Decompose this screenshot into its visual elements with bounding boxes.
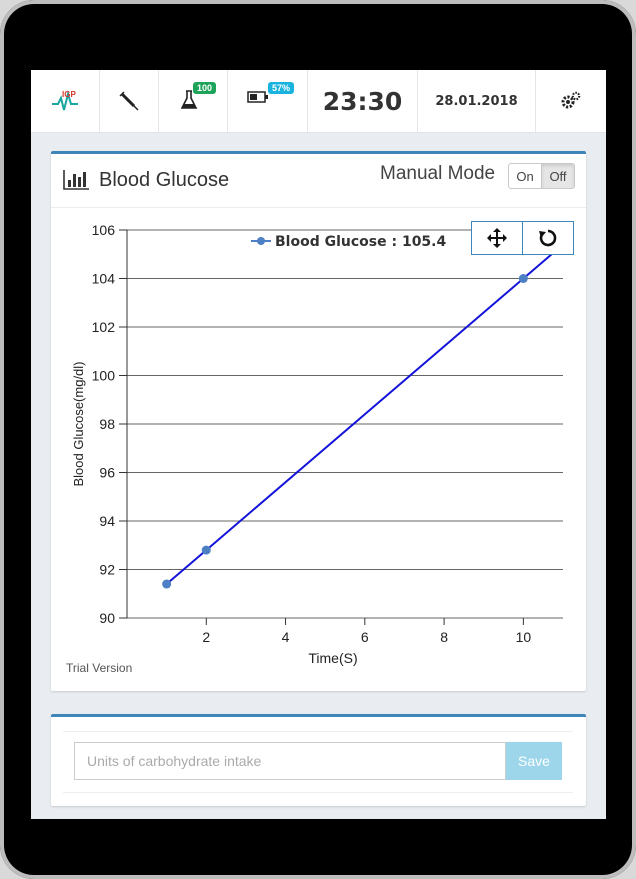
x-tick-label: 8 [440,629,448,645]
data-point [162,579,172,589]
y-tick-label: 92 [99,562,115,578]
trial-version-label: Trial Version [66,661,133,675]
x-axis-label: Time(S) [308,650,357,666]
current-time: 23:30 [322,86,403,116]
blood-glucose-chart: 90 92 94 96 98 100 102 104 106 2 4 6 8 10 Time(S) Blood… [71,222,564,666]
vial-icon [180,90,198,109]
legend-label: Blood Glucose : 105.4 [275,234,446,250]
y-tick-label: 96 [99,465,115,481]
y-tick-label: 94 [99,513,115,529]
y-axis-label: Blood Glucose(mg/dl) [71,362,86,487]
logo-icon: IGP [52,90,78,111]
battery-icon [247,91,268,103]
x-tick-label: 6 [361,629,369,645]
app-screen: IGP 100 [31,70,606,819]
current-date: 28.01.2018 [435,93,518,109]
carb-form: Save [63,731,573,793]
vial-badge: 100 [193,82,217,94]
vial-button[interactable]: 100 [159,70,228,132]
y-tick-label: 102 [92,319,116,335]
y-tick-label: 104 [92,271,116,287]
bar-chart-icon [63,170,89,190]
panel-title: Blood Glucose [99,169,230,191]
toggle-off-option[interactable]: Off [541,164,574,188]
manual-mode-label: Manual Mode [380,163,496,184]
clock-cell: 23:30 [308,70,418,132]
x-tick-label: 10 [516,629,532,645]
x-tick-label: 4 [282,629,290,645]
save-button[interactable]: Save [506,742,562,780]
y-tick-label: 98 [99,416,115,432]
data-point [518,274,528,283]
syringe-icon [119,91,139,111]
reset-zoom-button[interactable] [522,222,573,254]
series-line [165,243,564,585]
y-tick-label: 90 [99,610,115,626]
date-cell: 28.01.2018 [418,70,536,132]
move-icon [487,228,507,248]
syringe-button[interactable] [100,70,159,132]
carbohydrate-panel: Save [51,714,586,806]
data-point [201,545,211,555]
y-tick-label: 100 [92,368,116,384]
y-tick-label: 106 [92,222,116,238]
panel-header: Blood Glucose Manual Mode On Off [51,154,586,208]
manual-mode-toggle[interactable]: On Off [508,163,575,189]
settings-button[interactable] [536,70,606,132]
chart-toolbar [471,221,574,255]
x-tick-label: 2 [202,629,210,645]
gear-icon [561,91,581,109]
carb-intake-input[interactable] [74,742,506,780]
battery-badge: 57% [268,82,295,94]
logo-text: IGP [62,90,76,99]
logo-cell[interactable]: IGP [31,70,100,132]
battery-cell: 57% [228,70,308,132]
blood-glucose-panel: Blood Glucose Manual Mode On Off 90 92 94 9… [51,151,586,691]
reset-icon [539,229,557,247]
toggle-on-option[interactable]: On [516,168,534,184]
legend-marker [257,237,265,245]
pan-button[interactable] [472,222,522,254]
top-status-bar: IGP 100 [31,70,606,133]
